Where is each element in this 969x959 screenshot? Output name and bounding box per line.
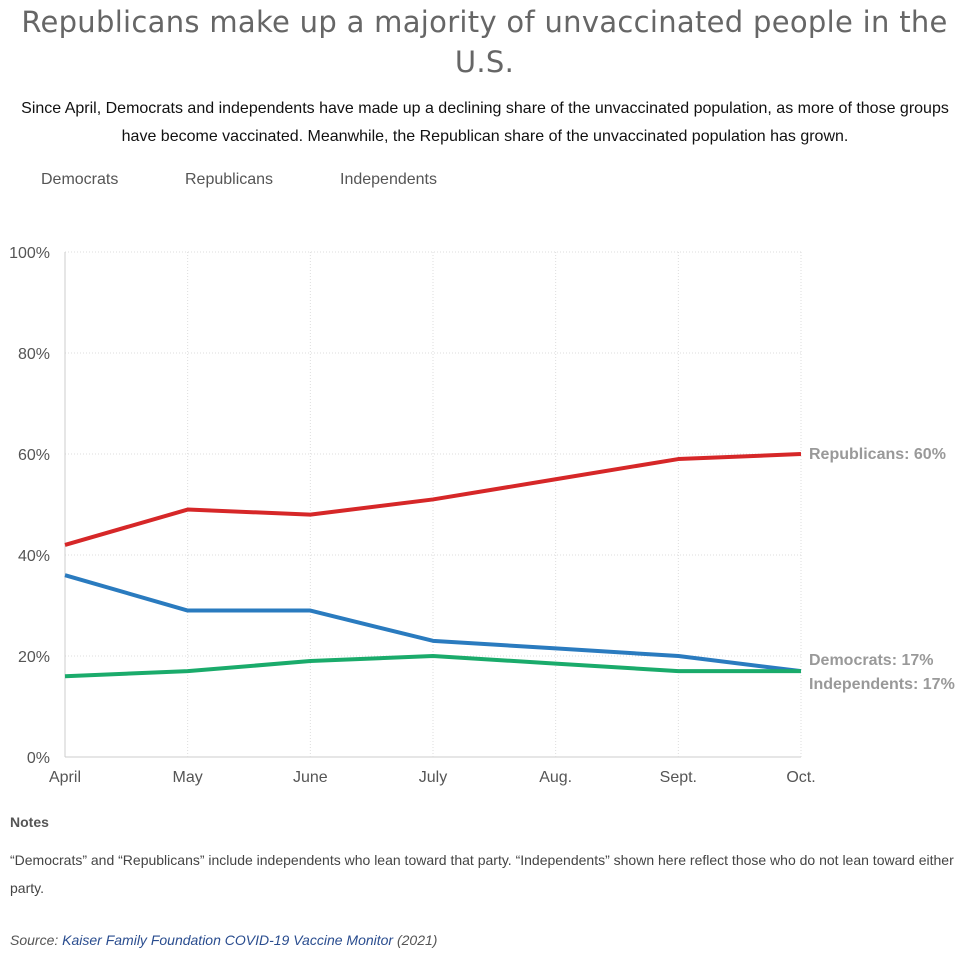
notes-text: “Democrats” and “Republicans” include in… [10,852,954,896]
x-tick-label: Oct. [786,769,815,786]
end-label-independents: Independents: 17% [809,676,955,693]
series-line-independents [64,654,801,679]
x-tick-label: June [293,769,328,786]
series-line-republicans [64,452,802,547]
source-prefix: Source: [10,932,63,948]
legend-item-republicans[interactable]: Republicans [185,171,274,188]
source-link[interactable]: Kaiser Family Foundation COVID-19 Vaccin… [62,932,394,948]
chart-subtitle: Since April, Democrats and independents … [21,100,949,145]
source-line: Source: Kaiser Family Foundation COVID-1… [10,932,437,948]
line-chart: 0% 20% 40% 60% 80% 100% April May June July Aug. S… [9,245,955,786]
legend-item-democrats[interactable]: Democrats [41,171,119,188]
y-tick-label: 80% [18,346,50,363]
end-label-democrats: Democrats: 17% [809,652,934,669]
x-tick-label: Aug. [539,769,572,786]
series-line-democrats [64,573,802,674]
x-tick-label: April [49,769,81,786]
end-label-republicans: Republicans: 60% [809,446,946,463]
x-tick-label: Sept. [660,769,697,786]
legend: Democrats Republicans Independents [0,171,969,195]
legend-item-independents[interactable]: Independents [340,171,437,188]
x-tick-label: May [173,769,203,786]
y-tick-label: 40% [18,548,50,565]
y-tick-label: 100% [9,245,50,262]
source-suffix: (2021) [393,932,438,948]
notes-heading: Notes [10,814,49,830]
y-tick-label: 20% [18,649,50,666]
chart-title: Republicans make up a majority of unvacc… [21,5,948,79]
y-tick-label: 0% [27,750,50,767]
x-tick-label: July [419,769,447,786]
y-tick-label: 60% [18,447,50,464]
